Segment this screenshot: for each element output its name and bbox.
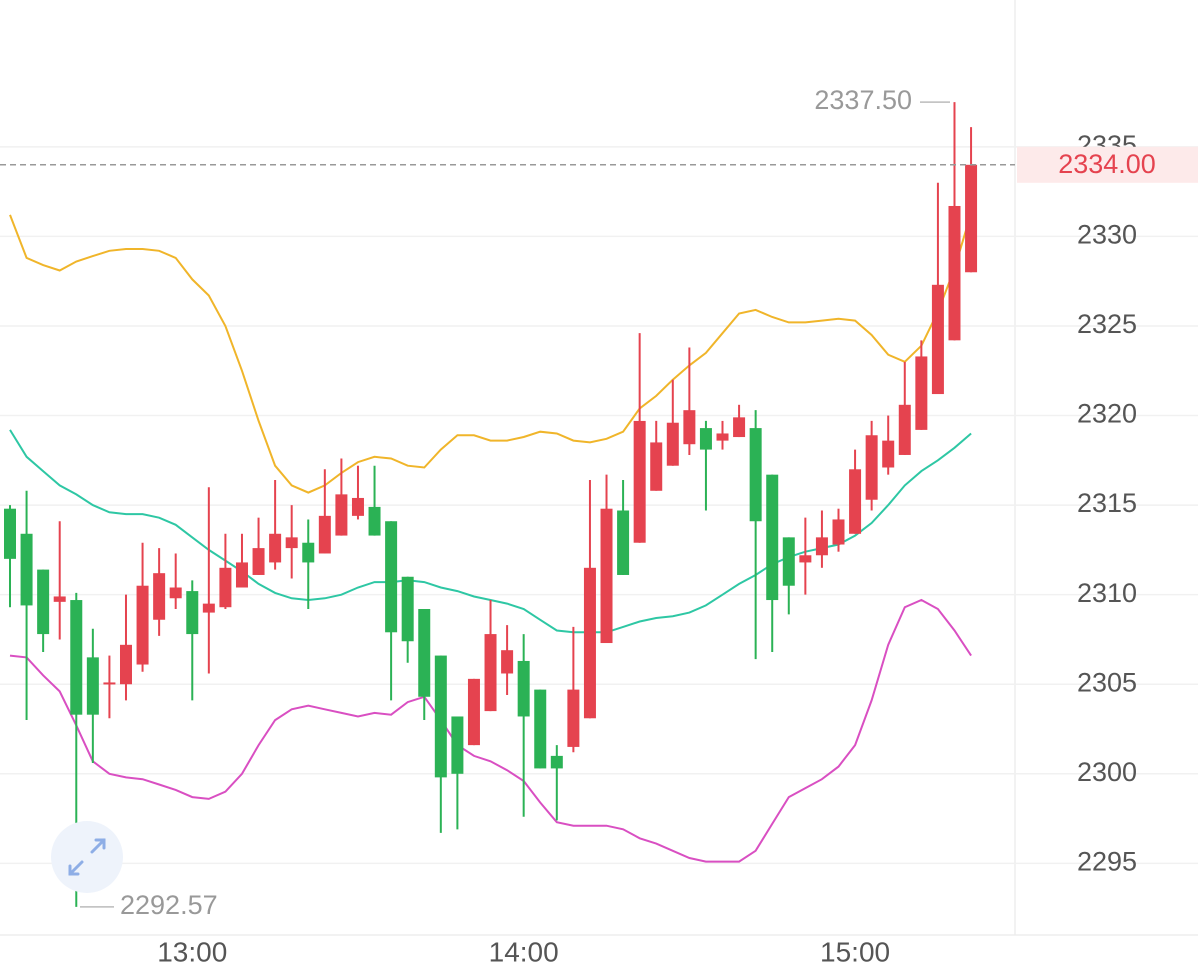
candle-body: [766, 474, 779, 601]
candle-body: [600, 508, 613, 644]
candle-body: [53, 596, 66, 602]
candle-body: [401, 576, 414, 642]
candle-body: [849, 469, 862, 534]
candle-body: [699, 428, 712, 450]
candle-body: [119, 644, 132, 685]
high-marker-label: 2337.50: [814, 85, 912, 115]
candle-body: [169, 587, 182, 599]
candle-body: [269, 533, 282, 563]
candle-body: [484, 634, 497, 712]
low-marker-label: 2292.57: [120, 890, 218, 920]
candle-body: [434, 655, 447, 778]
candle-body: [451, 716, 464, 774]
candle-body: [318, 515, 331, 554]
y-tick-label: 2315: [1077, 488, 1137, 518]
y-tick-label: 2325: [1077, 309, 1137, 339]
candle-body: [467, 678, 480, 746]
band-line: [9, 429, 972, 634]
y-tick-label: 2330: [1077, 220, 1137, 250]
candle-body: [666, 422, 679, 466]
candle-body: [633, 420, 646, 543]
candle-body: [733, 417, 746, 438]
candle-body: [335, 494, 348, 536]
candle-body: [501, 650, 514, 674]
candle-body: [302, 542, 315, 563]
candle-body: [285, 537, 298, 549]
y-tick-label: 2305: [1077, 667, 1137, 697]
candle-body: [186, 591, 199, 635]
x-tick-label: 14:00: [489, 936, 559, 967]
expand-icon[interactable]: [68, 838, 106, 876]
candle-body: [153, 573, 166, 620]
candle-body: [948, 205, 961, 341]
expand-button[interactable]: [51, 821, 123, 893]
candle-body: [534, 689, 547, 769]
candle-body: [70, 600, 83, 715]
candle-body: [103, 682, 116, 685]
candle-body: [252, 548, 265, 575]
candle-body: [815, 537, 828, 556]
x-tick-label: 13:00: [157, 936, 227, 967]
candle-body: [517, 660, 530, 717]
plot: 22952300230523102315232023252330233513:0…: [0, 85, 1198, 967]
candle-body: [931, 284, 944, 395]
candle-body: [202, 603, 215, 613]
y-tick-label: 2295: [1077, 846, 1137, 876]
candle-body: [86, 657, 99, 715]
candle-body: [4, 508, 16, 559]
candle-body: [915, 356, 928, 430]
candle-body: [683, 410, 696, 445]
candle-body: [136, 585, 149, 665]
last-price-box: [1017, 146, 1198, 183]
band-line: [9, 598, 972, 863]
candle-body: [799, 555, 812, 563]
candle-body: [219, 567, 232, 608]
candle-body: [617, 510, 630, 575]
y-tick-label: 2300: [1077, 757, 1137, 787]
candle-body: [567, 689, 580, 747]
candle-body: [418, 609, 431, 697]
candle-body: [716, 433, 729, 441]
candle-body: [865, 435, 878, 500]
candle-body: [583, 567, 596, 719]
candle-body: [832, 519, 845, 545]
candle-body: [351, 497, 364, 516]
candle-body: [20, 533, 33, 606]
candle-body: [965, 164, 978, 273]
y-tick-label: 2320: [1077, 399, 1137, 429]
expand-button-bg[interactable]: [51, 821, 123, 893]
candle-body: [650, 442, 663, 491]
candle-body: [385, 521, 398, 633]
last-price-label: 2334.00: [1058, 149, 1156, 179]
x-tick-label: 15:00: [820, 936, 890, 967]
candle-body: [550, 755, 563, 769]
candle-body: [898, 404, 911, 455]
y-tick-label: 2310: [1077, 578, 1137, 608]
candle-body: [368, 506, 381, 536]
candle-body: [37, 569, 50, 635]
candle-body: [235, 562, 248, 588]
candle-body: [882, 440, 895, 468]
candle-body: [749, 428, 762, 522]
band-line: [9, 212, 973, 494]
candle-body: [782, 537, 795, 586]
